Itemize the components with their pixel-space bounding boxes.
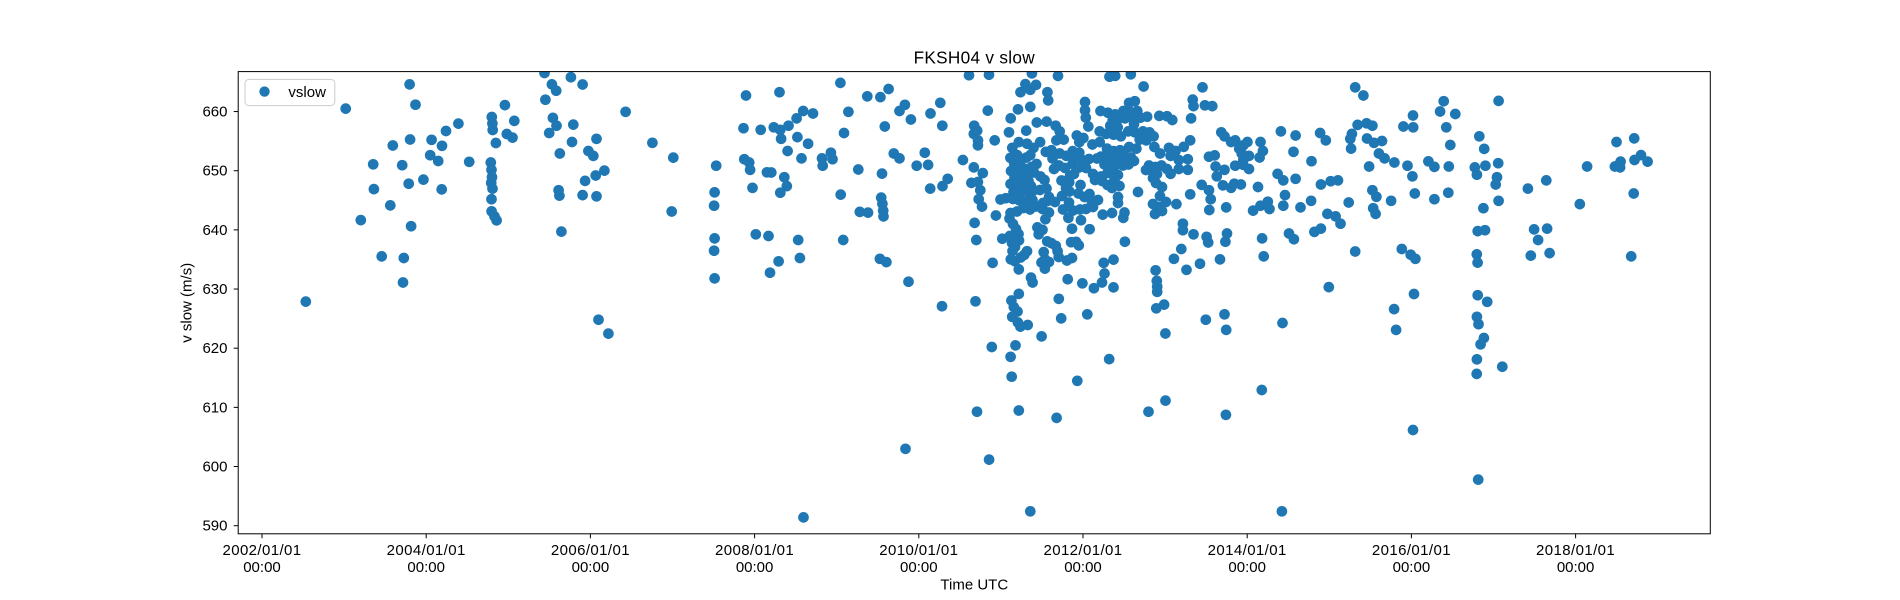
svg-text:2012/01/01: 2012/01/01 — [1043, 542, 1122, 559]
svg-text:00:00: 00:00 — [1557, 559, 1595, 576]
svg-text:2010/01/01: 2010/01/01 — [879, 542, 958, 559]
svg-text:2016/01/01: 2016/01/01 — [1372, 542, 1451, 559]
svg-text:00:00: 00:00 — [243, 559, 281, 576]
svg-text:2006/01/01: 2006/01/01 — [551, 542, 630, 559]
svg-text:640: 640 — [202, 222, 227, 239]
svg-text:Time UTC: Time UTC — [940, 577, 1008, 594]
svg-text:650: 650 — [202, 163, 227, 180]
svg-text:620: 620 — [202, 340, 227, 357]
svg-text:vslow: vslow — [288, 84, 326, 101]
svg-text:590: 590 — [202, 518, 227, 535]
svg-text:660: 660 — [202, 104, 227, 121]
svg-text:00:00: 00:00 — [736, 559, 774, 576]
svg-text:00:00: 00:00 — [407, 559, 445, 576]
svg-text:00:00: 00:00 — [1228, 559, 1266, 576]
svg-text:630: 630 — [202, 281, 227, 298]
svg-text:v slow (m/s): v slow (m/s) — [179, 263, 196, 343]
svg-text:00:00: 00:00 — [900, 559, 938, 576]
svg-text:2014/01/01: 2014/01/01 — [1208, 542, 1287, 559]
svg-text:2018/01/01: 2018/01/01 — [1536, 542, 1615, 559]
svg-text:2004/01/01: 2004/01/01 — [387, 542, 466, 559]
svg-text:600: 600 — [202, 459, 227, 476]
svg-text:2002/01/01: 2002/01/01 — [222, 542, 301, 559]
svg-text:00:00: 00:00 — [572, 559, 610, 576]
svg-text:2008/01/01: 2008/01/01 — [715, 542, 794, 559]
svg-text:00:00: 00:00 — [1393, 559, 1431, 576]
svg-text:FKSH04 v slow: FKSH04 v slow — [914, 48, 1036, 68]
svg-text:610: 610 — [202, 399, 227, 416]
svg-text:00:00: 00:00 — [1064, 559, 1102, 576]
